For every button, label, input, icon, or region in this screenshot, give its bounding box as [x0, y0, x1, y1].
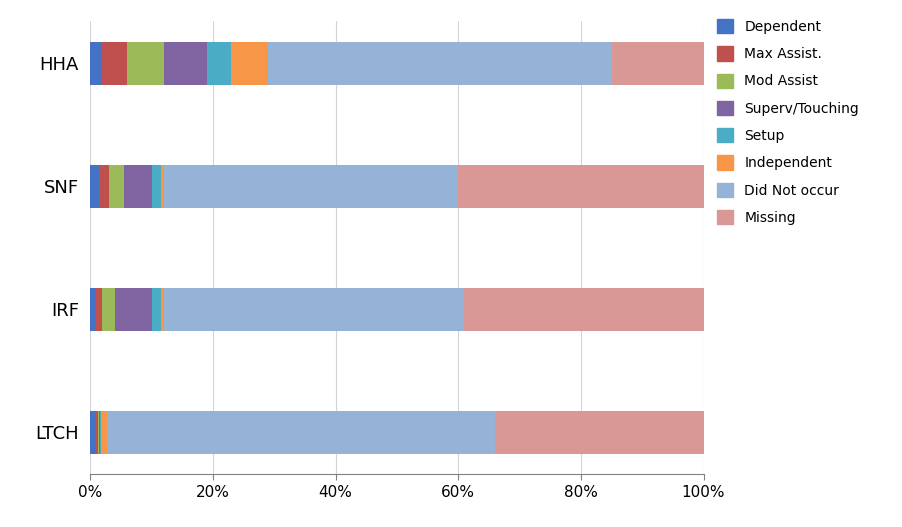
Bar [103, 288, 115, 331]
Bar [101, 411, 107, 454]
Bar [268, 42, 612, 85]
Bar [99, 164, 108, 208]
Bar [458, 164, 704, 208]
Bar [161, 164, 164, 208]
Bar [164, 42, 207, 85]
Bar [108, 164, 124, 208]
Bar [100, 411, 101, 454]
Bar [127, 42, 164, 85]
Bar [231, 42, 268, 85]
Legend: Dependent, Max Assist., Mod Assist, Superv/Touching, Setup, Independent, Did Not: Dependent, Max Assist., Mod Assist, Supe… [716, 19, 860, 225]
Bar [99, 411, 100, 454]
Bar [90, 288, 97, 331]
Bar [164, 164, 458, 208]
Bar [164, 288, 465, 331]
Bar [97, 411, 99, 454]
Bar [90, 42, 103, 85]
Bar [103, 42, 127, 85]
Bar [90, 411, 97, 454]
Bar [90, 164, 99, 208]
Bar [97, 288, 103, 331]
Bar [161, 288, 164, 331]
Bar [152, 164, 161, 208]
Bar [152, 288, 161, 331]
Bar [612, 42, 704, 85]
Bar [124, 164, 152, 208]
Bar [115, 288, 152, 331]
Bar [107, 411, 495, 454]
Bar [207, 42, 231, 85]
Bar [465, 288, 704, 331]
Bar [495, 411, 704, 454]
